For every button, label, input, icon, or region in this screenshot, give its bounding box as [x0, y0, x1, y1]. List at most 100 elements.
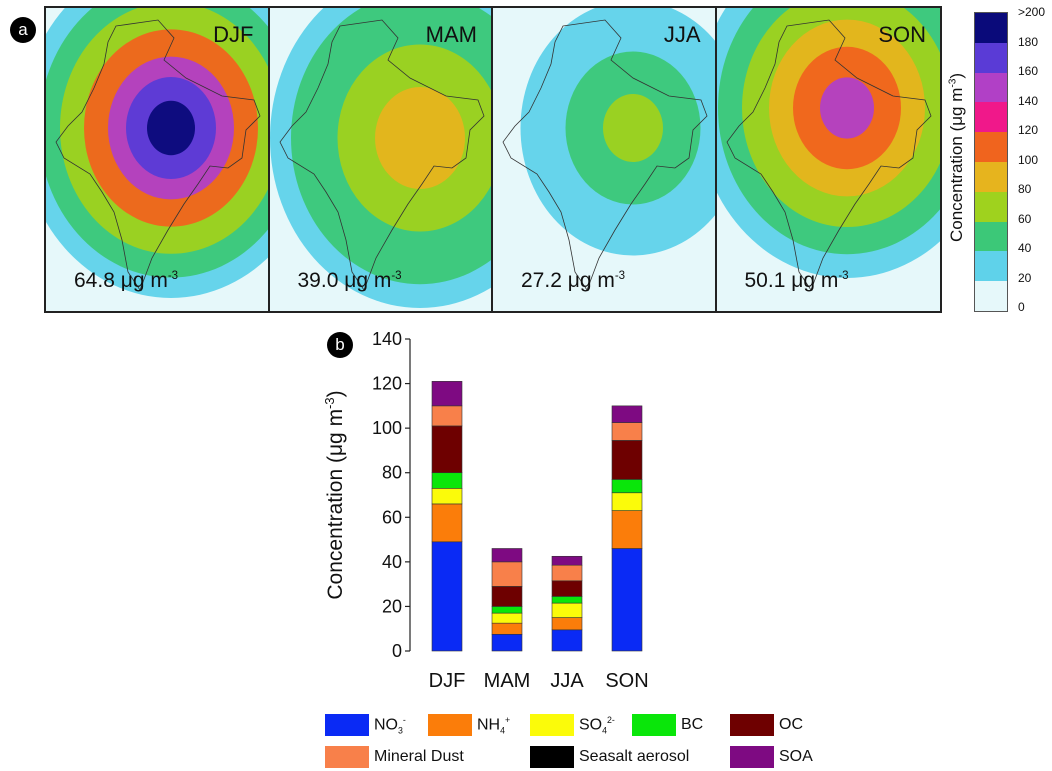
bar-segment: [611, 405, 643, 423]
legend-swatch: [730, 746, 774, 768]
colorbar-swatch: [975, 132, 1007, 162]
legend-swatch: [632, 714, 676, 736]
season-label: DJF: [213, 22, 254, 47]
legend-item: SO42-: [530, 713, 615, 737]
colorbar-tick-label: 80: [1018, 182, 1032, 196]
legend-item: NO3-: [325, 713, 406, 737]
bar-segment: [431, 381, 463, 407]
legend-item: OC: [730, 713, 803, 737]
bar-segment: [611, 492, 643, 511]
colorbar-tick-label: 120: [1018, 123, 1039, 137]
y-tick-label: 0: [392, 641, 402, 661]
colorbar-swatch: [975, 13, 1007, 43]
bar-segment: [491, 612, 523, 624]
map-panel-djf: DJF 64.8 μg m-3: [46, 8, 270, 311]
y-tick-label: 20: [382, 596, 402, 616]
legend-label: SOA: [779, 748, 813, 765]
mean-concentration-label: 50.1 μg m-3: [744, 269, 849, 292]
bar-segment: [491, 633, 523, 652]
panel-b-badge: b: [327, 332, 353, 358]
concentration-contour: [603, 94, 663, 162]
mam-concentration-map: [269, 8, 492, 311]
bar-segment: [431, 472, 463, 489]
bar-segment: [551, 617, 583, 631]
colorbar-tick-label: 40: [1018, 241, 1032, 255]
son-concentration-map: [716, 8, 940, 311]
bar-segment: [551, 564, 583, 582]
map-panel-jja: JJA 27.2 μg m-3: [493, 8, 717, 311]
y-tick-label: 120: [372, 374, 402, 394]
country-outline: [55, 19, 261, 291]
legend-label: OC: [779, 716, 803, 733]
legend-item: BC: [632, 713, 703, 737]
legend-item: Seasalt aerosol: [530, 745, 689, 769]
colorbar-swatch: [975, 251, 1007, 282]
y-tick-label: 140: [372, 329, 402, 349]
country-outline: [502, 19, 708, 291]
y-tick-label: 60: [382, 507, 402, 527]
bar-segment: [551, 580, 583, 597]
legend-swatch: [325, 714, 369, 736]
colorbar-swatch: [975, 42, 1007, 73]
bar-segment: [611, 422, 643, 441]
legend-label: BC: [681, 716, 704, 733]
colorbar-title: Concentration (μg m-3): [947, 72, 966, 242]
bar-segment: [491, 622, 523, 635]
colorbar-swatch: [975, 72, 1007, 103]
legend-swatch: [530, 714, 574, 736]
colorbar-tick-label: 20: [1018, 270, 1032, 285]
y-axis-label: Concentration (μg m-3): [322, 390, 347, 599]
legend-label: NO3-: [374, 714, 406, 736]
djf-concentration-map: [46, 8, 268, 311]
bar-segment: [491, 586, 523, 607]
y-tick-label: 40: [382, 552, 402, 572]
bar-segment: [551, 629, 583, 652]
map-panel-son: SON 50.1 μg m-3: [716, 8, 940, 311]
country-outline: [726, 19, 931, 291]
concentration-contour: [819, 77, 874, 139]
legend-label: SO42-: [579, 714, 615, 736]
x-tick-label: MAM: [484, 670, 531, 692]
legend-swatch: [325, 746, 369, 768]
bar-segment: [491, 548, 523, 563]
colorbar-tick-label: 0: [1018, 300, 1025, 314]
y-tick-label: 100: [372, 418, 402, 438]
chart-legend: NO3- NH4+ SO42- BC OC Mineral Dust Seasalt aer…: [325, 713, 845, 769]
jja-concentration-map: [493, 8, 715, 311]
colorbar-tick-label: 160: [1018, 64, 1039, 78]
legend-item: NH4+: [428, 713, 510, 737]
bar-segment: [551, 555, 583, 566]
seasonal-map-panels: DJF 64.8 μg m-3 MAM 39.0 μg m-3 JJA 27.2…: [44, 6, 942, 313]
y-tick-label: 80: [382, 463, 402, 483]
legend-swatch: [730, 714, 774, 736]
colorbar-swatch: [975, 161, 1007, 192]
colorbar-tick-label: 100: [1018, 152, 1039, 167]
mean-concentration-label: 39.0 μg m-3: [297, 269, 402, 292]
bar-segment: [431, 425, 463, 474]
legend-label: Mineral Dust: [374, 748, 464, 765]
concentration-colorbar: [974, 12, 1008, 312]
colorbar-swatch: [975, 191, 1007, 222]
map-panel-mam: MAM 39.0 μg m-3: [269, 8, 493, 311]
bar-segment: [431, 541, 463, 652]
legend-swatch: [530, 746, 574, 768]
legend-swatch: [428, 714, 472, 736]
x-tick-label: SON: [605, 670, 648, 692]
colorbar-tick-label: 140: [1018, 93, 1039, 108]
x-tick-label: DJF: [429, 670, 466, 692]
colorbar-swatch: [975, 102, 1007, 133]
colorbar-swatch: [975, 281, 1007, 311]
legend-item: Mineral Dust: [325, 745, 464, 769]
colorbar-swatch: [975, 221, 1007, 252]
mean-concentration-label: 27.2 μg m-3: [521, 269, 626, 292]
legend-label: Seasalt aerosol: [579, 748, 690, 765]
bar-segment: [611, 479, 643, 494]
legend-label: NH4+: [477, 714, 511, 736]
x-tick-label: JJA: [550, 670, 584, 692]
mean-concentration-label: 64.8 μg m-3: [74, 269, 179, 292]
stacked-bar-chart: 0 20 40 60 80 100 120 140 Concentration (μg m-3)…: [322, 329, 649, 692]
bar-segment: [611, 510, 643, 549]
panel-a-badge: a: [10, 17, 36, 43]
season-label: JJA: [663, 22, 701, 47]
bar-segment: [431, 405, 463, 427]
